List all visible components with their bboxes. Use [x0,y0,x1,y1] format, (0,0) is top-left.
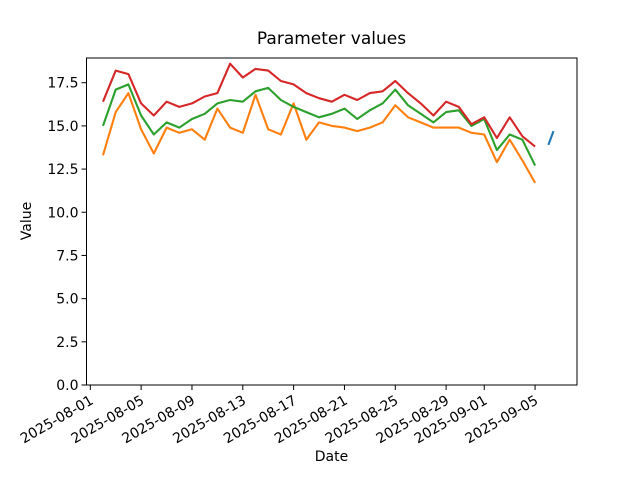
y-tick-label: 17.5 [47,76,78,92]
y-tick-label: 10.0 [47,205,78,221]
y-tick-label: 7.5 [56,248,78,264]
y-axis-label: Value [19,201,35,241]
orange-series-line [101,92,537,184]
y-tick-label: 12.5 [47,162,78,178]
y-tick-label: 2.5 [56,335,78,351]
x-axis-label: Date [314,449,349,465]
y-tick-label: 0.0 [56,378,78,394]
green-series-line [102,83,537,167]
y-tick-label: 5.0 [56,292,78,308]
blue-series-line [547,130,555,146]
plot-border [86,57,578,386]
y-tick-label: 15.0 [47,119,78,135]
red-series-line [102,62,536,148]
chart-title: Parameter values [256,29,407,49]
